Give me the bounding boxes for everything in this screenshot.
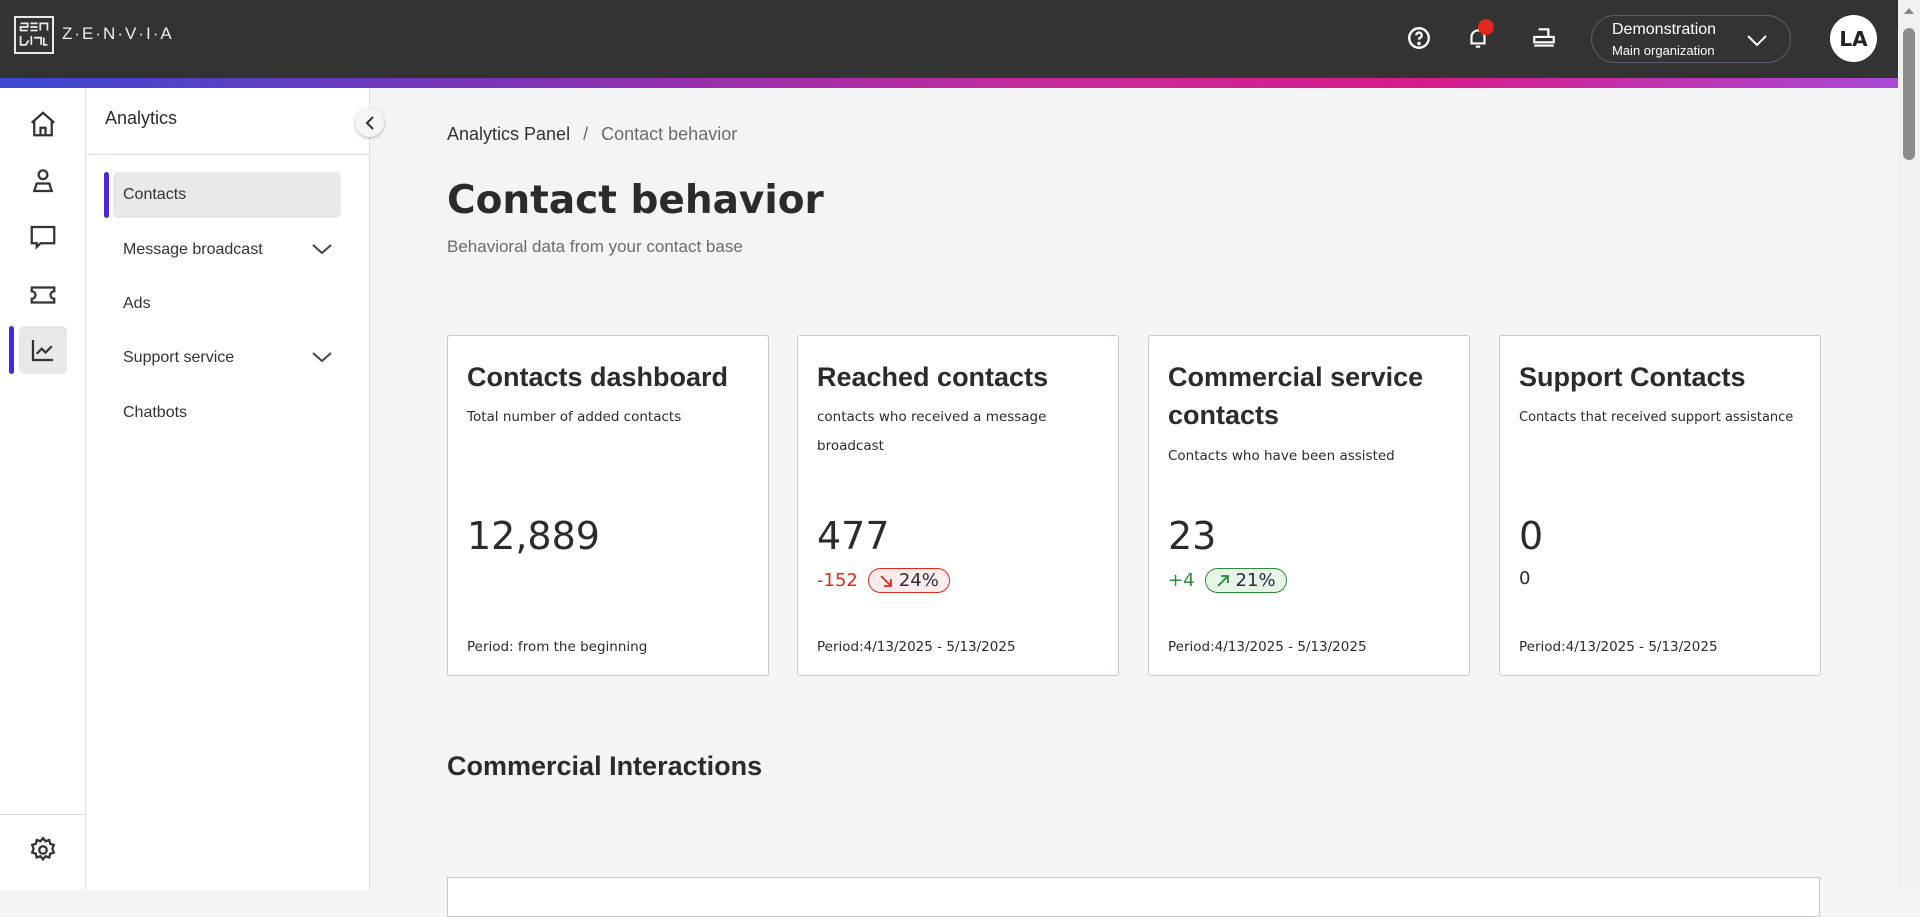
home-icon[interactable] — [28, 109, 58, 139]
card-description: contacts who received a message broadcas… — [817, 409, 1047, 454]
chart-line-icon[interactable] — [28, 335, 58, 365]
card-description: Contacts who have been assisted — [1168, 448, 1395, 464]
delta-value: 0 — [1519, 568, 1531, 589]
sidebar-item-chatbots[interactable]: Chatbots — [113, 390, 341, 436]
active-indicator — [104, 172, 109, 218]
card-delta: +4 21% — [1168, 568, 1287, 593]
card-delta: 0 — [1519, 568, 1530, 589]
chevron-down-icon — [312, 352, 332, 363]
breadcrumb-separator: / — [583, 124, 589, 144]
card-value: 12,889 — [467, 514, 600, 558]
card-period: Period: from the beginning — [467, 639, 648, 655]
sidebar-item-support-service[interactable]: Support service — [113, 335, 341, 381]
sidebar-item-label: Ads — [123, 295, 151, 312]
trend-badge: 21% — [1204, 568, 1287, 593]
delta-value: -152 — [817, 570, 858, 591]
card-title: Commercial service contacts — [1168, 362, 1424, 430]
delta-value: +4 — [1168, 570, 1195, 591]
help-circle-icon[interactable] — [1406, 25, 1432, 51]
sidebar-item-label: Message broadcast — [123, 241, 263, 258]
printer-icon[interactable] — [1531, 25, 1557, 51]
card-contacts-dashboard: Contacts dashboard Total number of added… — [447, 335, 769, 676]
scrollbar-thumb[interactable] — [1903, 28, 1915, 160]
scroll-up-icon[interactable] — [1903, 7, 1915, 15]
card-title: Reached contacts — [817, 362, 1049, 392]
card-commercial-service-contacts: Commercial service contacts Contacts who… — [1148, 335, 1470, 676]
trend-badge: 24% — [867, 568, 950, 593]
divider — [0, 814, 86, 815]
icon-rail — [0, 88, 86, 890]
brand-gradient-bar — [0, 78, 1898, 88]
sidebar-item-message-broadcast[interactable]: Message broadcast — [113, 227, 341, 273]
card-title: Support Contacts — [1519, 362, 1746, 392]
avatar[interactable]: LA — [1830, 15, 1877, 62]
chat-icon[interactable] — [28, 222, 58, 252]
zenvia-logo[interactable] — [14, 16, 54, 54]
ticket-icon[interactable] — [28, 280, 58, 310]
organization-selector[interactable]: Demonstration Main organization — [1591, 15, 1791, 63]
breadcrumb: Analytics Panel / Contact behavior — [447, 124, 737, 145]
chevron-down-icon — [312, 244, 332, 255]
card-delta: -152 24% — [817, 568, 950, 593]
card-support-contacts: Support Contacts Contacts that received … — [1499, 335, 1821, 676]
secondary-sidebar: Analytics Contacts Message broadcast Ads… — [86, 88, 370, 890]
breadcrumb-current: Contact behavior — [601, 124, 738, 144]
chevron-left-icon — [365, 115, 374, 130]
notification-dot — [1478, 19, 1494, 35]
org-sub: Main organization — [1612, 43, 1715, 58]
org-name: Demonstration — [1612, 21, 1717, 38]
card-title: Contacts dashboard — [467, 362, 729, 392]
page-subtitle: Behavioral data from your contact base — [447, 237, 743, 256]
chevron-down-icon — [1747, 35, 1767, 47]
trend-percent: 21% — [1235, 570, 1276, 591]
card-period: Period:4/13/2025 - 5/13/2025 — [817, 639, 1016, 655]
gear-icon[interactable] — [28, 835, 58, 865]
trend-percent: 24% — [898, 570, 939, 591]
sidebar-item-label: Chatbots — [123, 404, 188, 421]
arrow-down-right-icon — [880, 574, 892, 587]
section-title: Commercial Interactions — [447, 751, 763, 781]
active-indicator — [9, 326, 14, 374]
breadcrumb-parent[interactable]: Analytics Panel — [447, 124, 571, 144]
page-title: Contact behavior — [447, 178, 824, 223]
collapse-sidebar-button[interactable] — [355, 108, 384, 137]
card-value: 477 — [817, 514, 890, 558]
sidebar-title: Analytics — [105, 108, 178, 128]
sidebar-item-contacts[interactable]: Contacts — [113, 172, 341, 218]
arrow-up-right-icon — [1216, 574, 1229, 587]
card-reached-contacts: Reached contacts contacts who received a… — [797, 335, 1119, 676]
sidebar-item-label: Support service — [123, 349, 235, 366]
scrollbar[interactable] — [1898, 0, 1920, 890]
top-bar: Z·E·N·V·I·A Demonstration Main organizat… — [0, 0, 1898, 78]
card-value: 23 — [1168, 514, 1217, 558]
card-description: Total number of added contacts — [467, 409, 682, 425]
card-period: Period:4/13/2025 - 5/13/2025 — [1519, 639, 1718, 655]
card-description: Contacts that received support assistanc… — [1519, 410, 1794, 425]
sidebar-item-ads[interactable]: Ads — [113, 281, 341, 327]
card-value: 0 — [1519, 514, 1544, 558]
commercial-interactions-panel — [447, 877, 1820, 917]
card-period: Period:4/13/2025 - 5/13/2025 — [1168, 639, 1367, 655]
user-icon[interactable] — [28, 166, 58, 196]
brand-name: Z·E·N·V·I·A — [62, 24, 174, 43]
divider — [86, 154, 370, 155]
sidebar-item-label: Contacts — [123, 186, 187, 203]
